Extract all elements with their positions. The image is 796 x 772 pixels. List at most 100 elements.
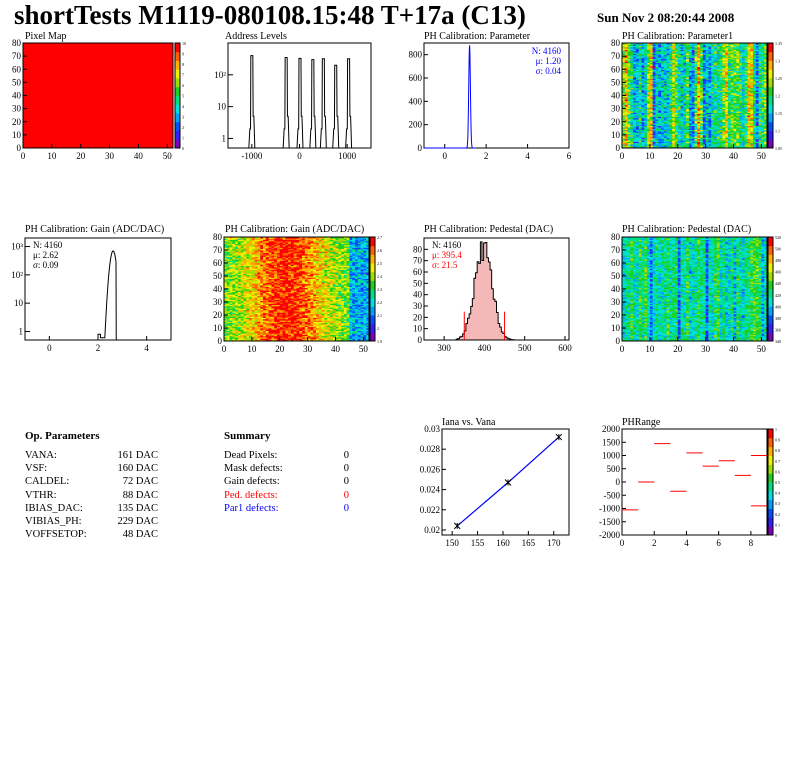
color-scale-cell (768, 60, 773, 70)
op-param-value: 48 DAC (122, 529, 158, 541)
z-tick-label: 10 (182, 41, 186, 46)
x-tick-label: 20 (673, 344, 683, 354)
y-tick-label: 60 (611, 64, 621, 74)
color-scale-cell (768, 254, 773, 264)
color-scale-cell (370, 280, 375, 290)
z-tick-label: 480 (775, 258, 781, 263)
color-scale-cell (175, 95, 180, 105)
address-level-peak (345, 58, 353, 149)
x-tick-label: 50 (757, 344, 767, 354)
color-scale-cell (768, 499, 773, 509)
x-tick-label: 6 (567, 151, 572, 161)
x-tick-label: 10 (247, 344, 257, 354)
op-param-name: CALDEL: (25, 476, 70, 488)
y-tick-label: 50 (213, 271, 223, 281)
x-tick-label: 20 (673, 151, 683, 161)
z-tick-label: 2.7 (377, 235, 382, 240)
y-tick-label: 60 (213, 258, 223, 268)
address-level-peak (332, 64, 340, 149)
x-tick-label: 50 (163, 151, 173, 161)
op-parameters-table: Op. Parameters VANA: 161 DAC VSF: 160 DAC CA… (25, 430, 175, 540)
gain-map-title: PH Calibration: Gain (ADC/DAC) (225, 224, 365, 235)
x-tick-label: 2 (652, 538, 657, 548)
op-param-name: VOFFSETOP: (25, 529, 87, 541)
color-scale-cell (175, 60, 180, 70)
summary-row-name: Gain defects: (224, 476, 280, 488)
color-scale-cell (768, 526, 773, 536)
x-tick-label: 4 (144, 343, 149, 353)
color-scale-cell (175, 43, 180, 53)
z-tick-label: 5 (182, 94, 184, 99)
color-scale-cell (768, 86, 773, 96)
y-tick-label: 10 (217, 102, 227, 112)
color-scale-cell (768, 315, 773, 325)
y-tick-label: 10² (214, 70, 226, 80)
color-scale-cell (768, 121, 773, 131)
x-tick-label: 20 (275, 344, 285, 354)
op-param-name: VANA: (25, 450, 57, 461)
color-scale-cell (768, 490, 773, 501)
y-tick-label: 70 (12, 51, 22, 61)
color-scale-frame (767, 42, 774, 149)
y-tick-label: -2000 (599, 530, 620, 540)
color-scale-cell (768, 517, 773, 527)
z-tick-label: 400 (775, 304, 781, 309)
color-scale-cell (370, 297, 375, 307)
z-tick-label: 2.5 (377, 261, 382, 266)
x-tick-label: 600 (558, 343, 572, 353)
color-scale-cell (768, 139, 773, 149)
z-tick-label: 9 (182, 52, 184, 57)
y-tick-label: 30 (213, 297, 223, 307)
color-scale-cell (175, 69, 180, 79)
x-tick-label: 2 (484, 151, 489, 161)
op-param-value: 160 DAC (117, 463, 158, 475)
timestamp: Sun Nov 2 08:20:44 2008 (597, 10, 735, 25)
y-tick-label: -500 (604, 490, 621, 500)
pedestal-histogram (455, 241, 515, 341)
address-level-peak (309, 59, 317, 149)
x-tick-label: 40 (729, 151, 739, 161)
z-tick-label: 1 (775, 427, 777, 432)
color-scale-cell (370, 245, 375, 255)
y-tick-label: 40 (213, 284, 223, 294)
y-tick-label: 50 (611, 77, 621, 87)
pedestal-map-title: PH Calibration: Pedestal (DAC) (622, 224, 752, 235)
y-tick-label: 80 (611, 232, 621, 242)
x-tick-label: 500 (518, 343, 532, 353)
summary-table: Summary Dead Pixels: 0 Mask defects: 0 Gain … (224, 430, 354, 514)
y-tick-label: 0.028 (420, 444, 441, 454)
x-tick-label: 160 (496, 538, 510, 548)
summary-row-name: Mask defects: (224, 463, 283, 475)
color-scale-cell (768, 271, 773, 281)
ph-parameter-histogram (424, 45, 476, 149)
y-tick-label: 0 (17, 143, 22, 153)
y-tick-label: 20 (611, 117, 621, 127)
ph-range-title: PHRange (622, 417, 661, 428)
stat-label: μ: 1.20 (536, 56, 562, 66)
y-tick-label: 80 (12, 38, 22, 48)
gain-hist-title: PH Calibration: Gain (ADC/DAC) (25, 224, 165, 235)
op-param-name: VIBIAS_PH: (25, 516, 82, 527)
color-scale-cell (175, 51, 180, 61)
z-tick-label: 2 (182, 125, 184, 130)
address-level-peak (248, 55, 256, 149)
z-tick-label: 440 (775, 281, 781, 286)
x-tick-label: 0 (442, 151, 447, 161)
color-scale-cell (370, 306, 375, 316)
y-tick-label: -1000 (599, 504, 620, 514)
op-param-name: VTHR: (25, 489, 57, 501)
x-tick-label: -1000 (241, 151, 262, 161)
color-scale-cell (768, 69, 773, 79)
color-scale-cell (768, 437, 773, 448)
z-tick-label: 2 (377, 326, 379, 331)
z-tick-label: 1.1 (775, 129, 780, 134)
color-scale-cell (768, 508, 773, 518)
y-tick-label: 0 (616, 336, 621, 346)
color-scale-cell (768, 280, 773, 290)
stat-label: σ: 21.5 (432, 260, 458, 270)
color-scale-cell (768, 113, 773, 123)
x-tick-label: 8 (749, 538, 754, 548)
x-tick-label: 0 (620, 344, 625, 354)
x-tick-label: 0 (47, 343, 52, 353)
